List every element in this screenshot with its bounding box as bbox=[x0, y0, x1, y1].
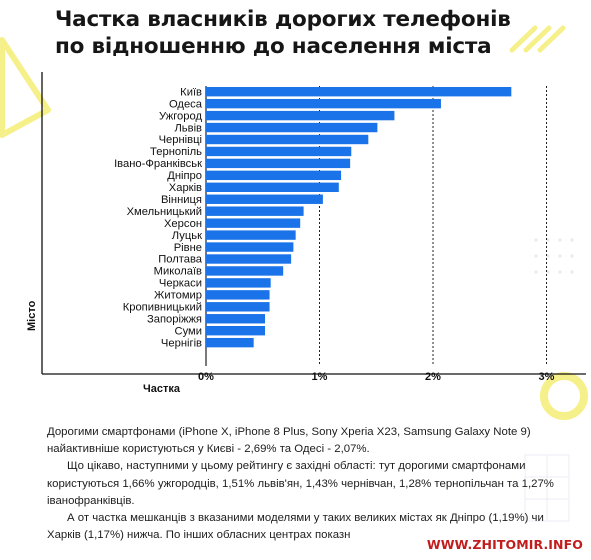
category-label: Вінниця bbox=[161, 194, 202, 206]
category-label: Одеса bbox=[169, 98, 203, 110]
x-axis-label: Частка bbox=[143, 383, 180, 395]
y-axis-label: Місто bbox=[26, 300, 38, 331]
bar bbox=[206, 326, 266, 336]
category-label: Кропивницький bbox=[123, 302, 202, 314]
category-label: Івано-Франківськ bbox=[114, 158, 202, 170]
site-watermark[interactable]: WWW.ZHITOMIR.INFO bbox=[422, 537, 585, 552]
title-line-2: по відношенню до населення міста bbox=[55, 34, 492, 59]
bar bbox=[206, 87, 512, 97]
ring-decoration-icon bbox=[540, 372, 588, 420]
bar bbox=[206, 218, 301, 228]
article-text: Дорогими смартфонами (iPhone X, iPhone 8… bbox=[47, 424, 561, 544]
category-label: Черкаси bbox=[159, 278, 202, 290]
category-label: Київ bbox=[180, 86, 202, 98]
category-label: Харків bbox=[169, 182, 202, 194]
x-tick-label: 0% bbox=[198, 371, 214, 383]
category-label: Миколаїв bbox=[154, 266, 202, 278]
category-label: Полтава bbox=[158, 254, 203, 266]
bar bbox=[206, 182, 339, 192]
category-label: Чернігів bbox=[161, 337, 202, 349]
bar bbox=[206, 170, 342, 181]
chart-title: Частка власників дорогих телефонів по ві… bbox=[55, 6, 525, 60]
bar bbox=[206, 254, 292, 264]
paragraph-2: Що цікаво, наступними у цьому рейтингу є… bbox=[47, 460, 554, 507]
x-tick-label: 1% bbox=[312, 371, 328, 383]
bar bbox=[206, 230, 296, 240]
category-label: Львів bbox=[174, 122, 202, 134]
bar bbox=[206, 110, 395, 121]
category-label: Дніпро bbox=[167, 170, 202, 182]
category-label: Житомир bbox=[154, 290, 202, 302]
bar bbox=[206, 134, 369, 145]
category-label: Суми bbox=[175, 325, 203, 337]
bar bbox=[206, 278, 271, 288]
bar bbox=[206, 98, 441, 109]
category-label: Луцьк bbox=[172, 230, 202, 242]
dots-decoration-icon bbox=[534, 238, 574, 274]
x-tick-label: 3% bbox=[539, 371, 555, 383]
paragraph-3: А от частка мешканців з вказаними моделя… bbox=[47, 512, 544, 542]
paragraph-1: Дорогими смартфонами (iPhone X, iPhone 8… bbox=[47, 426, 531, 456]
bar bbox=[206, 337, 254, 348]
bar bbox=[206, 206, 304, 216]
bar bbox=[206, 266, 284, 276]
x-tick-label: 2% bbox=[425, 371, 441, 383]
bar-chart: 0% 1% 2% 3% КиївОдесаУжгородЛьвівЧернівціТер… bbox=[41, 72, 586, 383]
category-label: Рівне bbox=[174, 242, 202, 254]
bar bbox=[206, 122, 378, 133]
bar bbox=[206, 290, 270, 300]
bar bbox=[206, 302, 270, 312]
category-label: Чернівці bbox=[159, 134, 202, 146]
bar bbox=[206, 194, 323, 204]
grid-decoration-icon bbox=[524, 454, 570, 522]
category-label: Тернопіль bbox=[150, 146, 202, 158]
category-label: Запоріжжя bbox=[147, 313, 202, 325]
bar bbox=[206, 146, 352, 157]
category-label: Херсон bbox=[164, 218, 202, 230]
category-label: Хмельницький bbox=[127, 206, 202, 218]
category-label: Ужгород bbox=[159, 110, 202, 122]
bar bbox=[206, 158, 351, 169]
bar bbox=[206, 242, 294, 252]
bar bbox=[206, 314, 266, 324]
stripes-decoration-icon bbox=[509, 25, 566, 53]
triangle-decoration-icon bbox=[0, 37, 51, 138]
title-line-1: Частка власників дорогих телефонів bbox=[55, 7, 511, 32]
